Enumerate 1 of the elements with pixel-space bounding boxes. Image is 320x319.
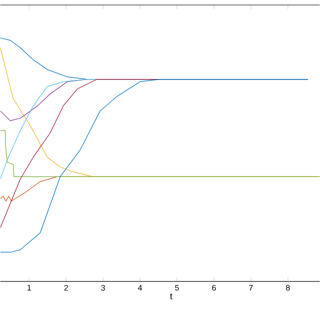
x-axis-title: t (170, 293, 172, 300)
